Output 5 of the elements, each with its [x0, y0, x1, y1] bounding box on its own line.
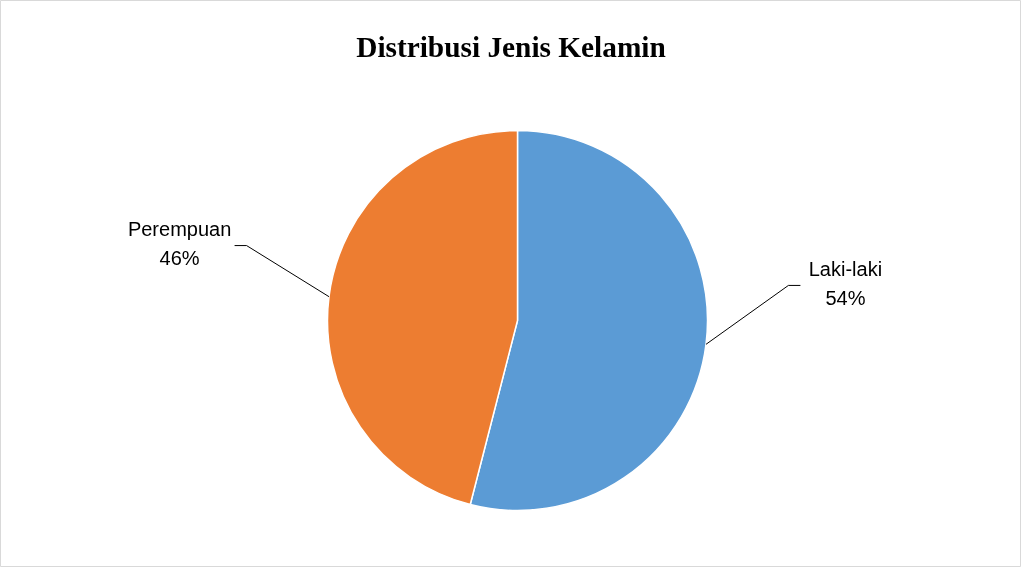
data-label: 46%: [159, 246, 200, 269]
data-label: 54%: [825, 286, 866, 309]
chart-title: Distribusi Jenis Kelamin: [356, 30, 666, 63]
slice-label: Perempuan: [127, 218, 232, 241]
slice-label: Laki-laki: [808, 258, 883, 281]
